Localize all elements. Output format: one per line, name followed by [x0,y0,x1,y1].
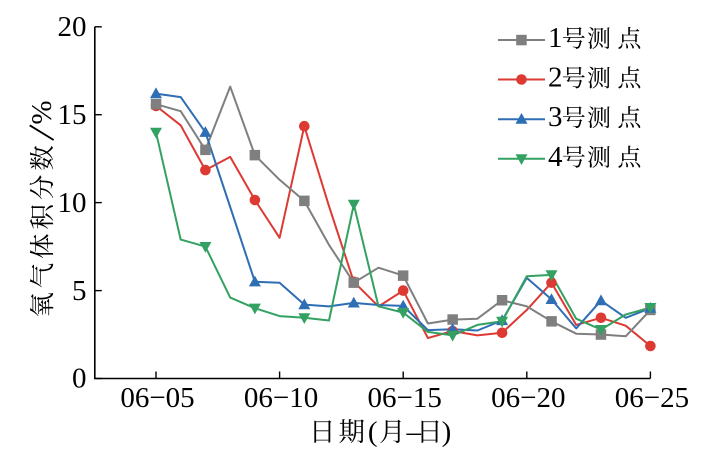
svg-text:06−15: 06−15 [368,382,442,414]
svg-text:06−25: 06−25 [615,382,689,414]
svg-text:): ) [442,416,452,448]
svg-text:–: – [406,416,422,448]
svg-text:%: % [26,100,58,124]
svg-text:06−10: 06−10 [244,382,318,414]
svg-text:4: 4 [548,141,563,173]
svg-text:2: 2 [548,62,563,94]
svg-text:20: 20 [58,11,87,43]
svg-text:1: 1 [548,22,563,54]
svg-text:3: 3 [548,101,563,133]
svg-text:15: 15 [58,99,87,131]
svg-text:5: 5 [72,275,87,307]
svg-text:06−20: 06−20 [491,382,565,414]
svg-text:10: 10 [58,187,87,219]
svg-text:(: ( [368,416,378,448]
svg-text:0: 0 [72,363,87,395]
svg-text:06−05: 06−05 [120,382,194,414]
